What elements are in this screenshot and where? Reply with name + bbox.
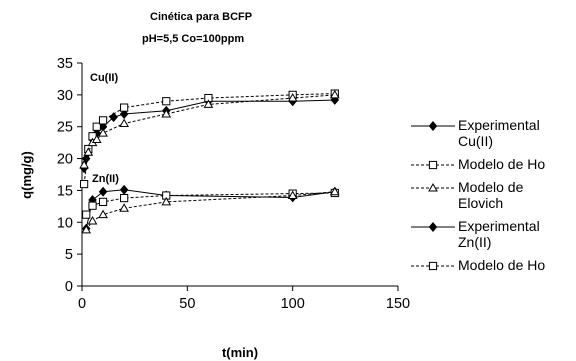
x-axis-label: t(min) xyxy=(222,345,258,360)
legend-label: Elovich xyxy=(458,195,503,211)
data-point xyxy=(119,203,129,212)
x-tick-label: 50 xyxy=(179,296,195,312)
legend-item-4: Modelo de Ho xyxy=(411,257,545,273)
legend-marker xyxy=(428,222,438,232)
chart-title: Cinética para BCFP pH=5,5 Co=100ppm xyxy=(142,11,252,45)
legend-label: Modelo de Ho xyxy=(458,257,545,273)
series-2 xyxy=(79,89,340,169)
data-point xyxy=(91,134,102,143)
data-point xyxy=(161,196,172,206)
data-point xyxy=(98,116,108,125)
data-point xyxy=(162,97,171,106)
x-tick-label: 150 xyxy=(386,296,410,312)
data-point xyxy=(98,186,108,197)
x-tick-label: 0 xyxy=(78,296,86,312)
y-tick-label: 25 xyxy=(57,120,73,136)
chart-title-line-1: Cinética para BCFP xyxy=(150,11,252,23)
data-point xyxy=(98,197,108,206)
data-point xyxy=(83,147,94,156)
data-point xyxy=(120,103,129,112)
legend-marker xyxy=(428,261,438,271)
data-point xyxy=(329,89,340,99)
legend-label: Modelo de xyxy=(458,179,524,195)
y-tick-label: 35 xyxy=(57,56,73,72)
data-point xyxy=(87,216,98,225)
legend-marker xyxy=(428,182,438,192)
data-point xyxy=(98,209,108,219)
annotation-cu: Cu(II) xyxy=(90,72,118,84)
legend-marker xyxy=(428,121,438,131)
x-ticks: 0 50 100 150 xyxy=(78,286,410,312)
data-point xyxy=(92,122,101,131)
y-tick-label: 5 xyxy=(65,247,73,263)
data-point xyxy=(81,224,92,234)
y-tick-label: 10 xyxy=(57,215,73,231)
data-point xyxy=(287,93,298,102)
y-axis-label: q(mg/g) xyxy=(19,151,34,199)
data-point xyxy=(79,159,89,169)
legend-label: Experimental xyxy=(458,117,540,133)
y-tick-label: 20 xyxy=(57,152,73,168)
series-4 xyxy=(82,188,339,219)
chart-title-line-2: pH=5,5 Co=100ppm xyxy=(142,33,244,45)
data-point xyxy=(88,201,97,210)
data-point xyxy=(120,193,129,203)
data-point xyxy=(287,190,298,200)
legend-label: Experimental xyxy=(458,218,540,234)
data-point xyxy=(98,128,108,137)
data-point xyxy=(119,118,129,128)
data-point xyxy=(80,179,89,189)
axes: 0 5 10 15 20 25 30 35 0 50 100 150 xyxy=(57,56,410,312)
y-tick-label: 30 xyxy=(57,88,73,104)
data-point xyxy=(119,109,129,119)
legend-label: Zn(II) xyxy=(458,234,491,250)
legend-item-1: Modelo de Ho xyxy=(411,156,545,172)
y-tick-label: 0 xyxy=(65,279,73,295)
x-tick-label: 100 xyxy=(281,296,305,312)
series-5 xyxy=(81,186,340,234)
data-point xyxy=(203,99,214,108)
y-tick-label: 15 xyxy=(57,183,73,199)
data-point xyxy=(161,108,172,118)
legend-marker xyxy=(428,160,438,170)
data-point xyxy=(119,184,129,195)
data-point xyxy=(82,210,91,219)
series-layer xyxy=(79,89,340,234)
y-ticks: 0 5 10 15 20 25 30 35 xyxy=(57,56,82,295)
annotation-zn: Zn(II) xyxy=(92,173,119,185)
data-point xyxy=(329,186,340,196)
legend-label: Cu(II) xyxy=(458,133,493,149)
legend-label: Modelo de Ho xyxy=(458,156,545,172)
